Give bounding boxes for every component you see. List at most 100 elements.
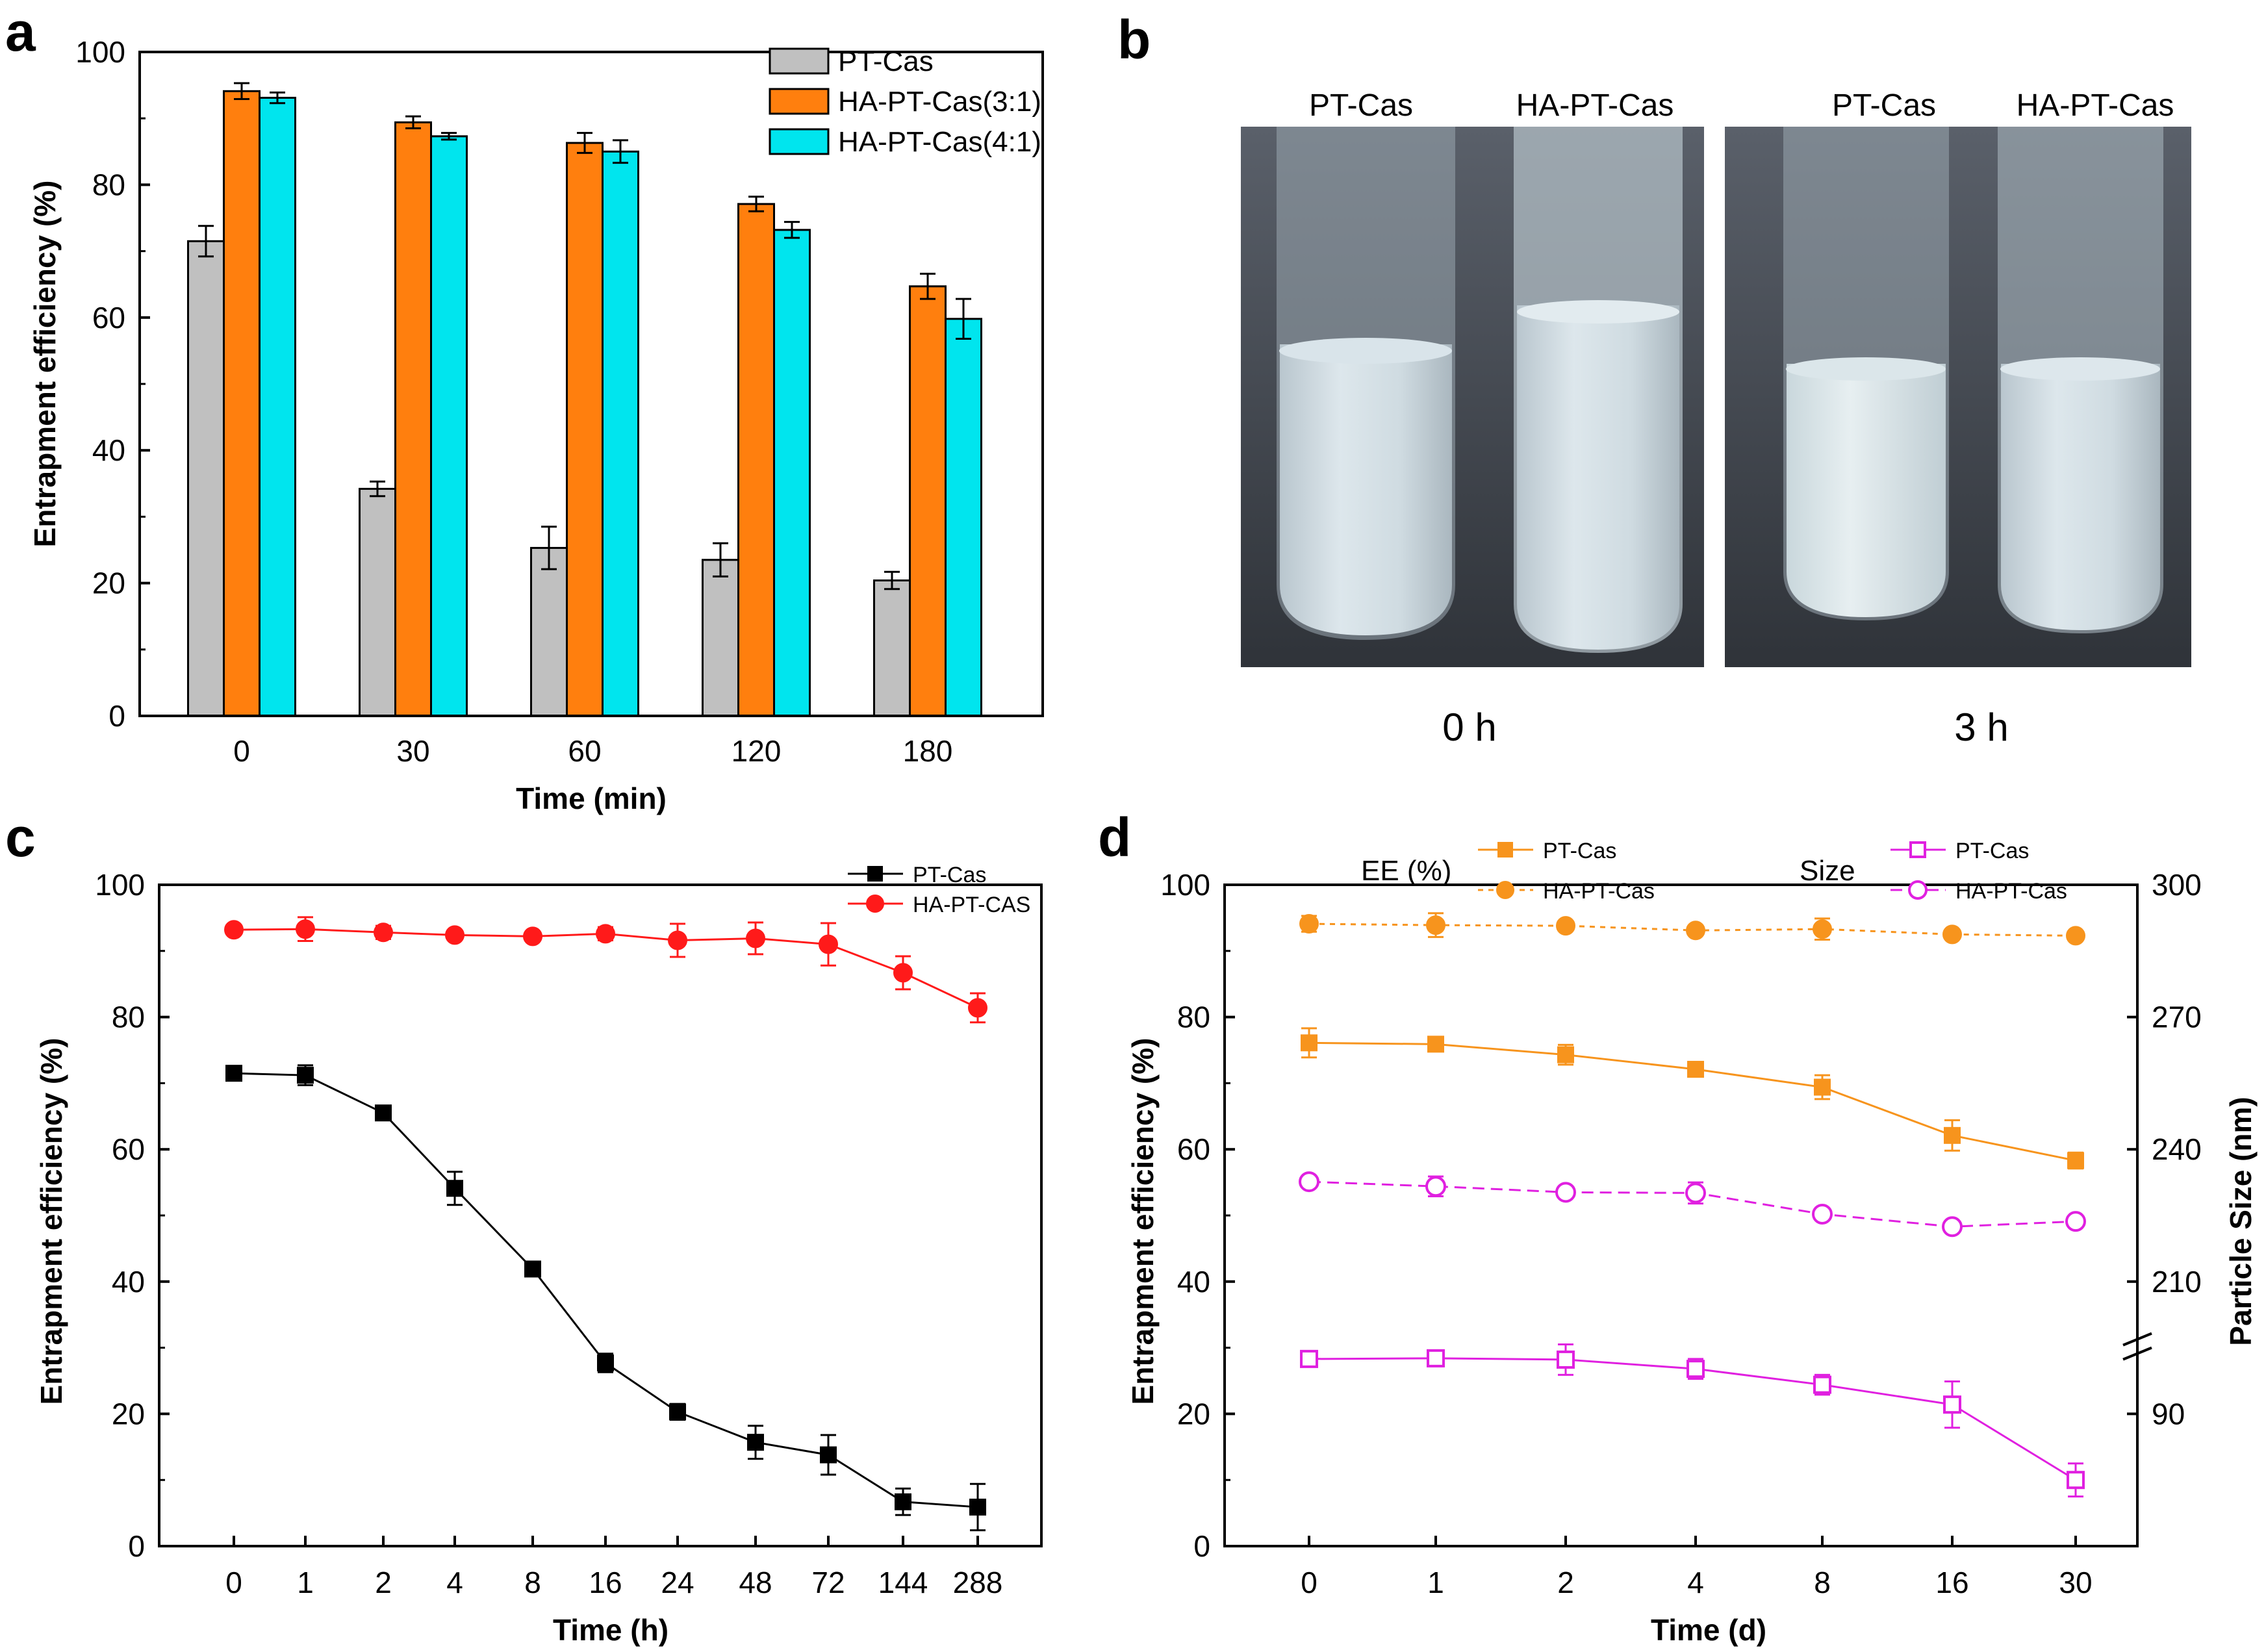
panel-label-a: a (5, 1, 36, 62)
panel-d-point (1555, 1182, 1576, 1203)
panel-c-ytick-label: 40 (112, 1265, 145, 1299)
panel-c-point (596, 924, 615, 944)
panel-d-ytick-label: 40 (1177, 1265, 1210, 1299)
panel-d-legend-label: PT-Cas (1543, 839, 1616, 863)
panel-a-xtick-label: 30 (396, 734, 429, 768)
panel-d-point (1425, 1176, 1446, 1197)
panel-d-ytick-label: 20 (1177, 1397, 1210, 1430)
panel-a-ytick-label: 100 (75, 35, 125, 69)
panel-c-xtick-label: 48 (739, 1566, 772, 1599)
panel-c-plot-frame (158, 883, 1043, 1547)
panel-c-point (820, 1446, 837, 1464)
panel-c-xtick-label: 72 (811, 1566, 845, 1599)
panel-d-point (2067, 1152, 2084, 1169)
panel-d-point (1427, 1349, 1445, 1367)
panel-a-bar (223, 90, 261, 717)
panel-a-ylabel: Entrapment efficiency (%) (28, 181, 62, 548)
panel-d-point (1557, 1046, 1574, 1063)
photo-tube-label-3: PT-Cas (1832, 88, 1936, 123)
panel-a-ytick-label: 20 (92, 566, 125, 600)
panel-d-xtick-label: 4 (1687, 1566, 1704, 1599)
panel-a-bar (873, 579, 911, 717)
panel-c-legend-label: HA-PT-CAS (913, 893, 1030, 917)
panel-d-point (1685, 1182, 1706, 1204)
panel-a-bar (187, 240, 225, 717)
panel-a-xtick-label: 180 (903, 734, 953, 768)
panel-d-point (1300, 1349, 1318, 1368)
panel-c-series-line (233, 1072, 978, 1508)
panel-c-xtick-label: 144 (878, 1566, 928, 1599)
panel-a-bar (702, 559, 739, 717)
panel-c-ytick-label: 100 (95, 868, 145, 902)
panel-d-point (1942, 924, 1962, 945)
tube-0h-pt-cas (1277, 127, 1455, 640)
panel-c-point (895, 1493, 911, 1510)
panel-d-y2tick-label: 90 (2152, 1397, 2185, 1430)
panel-d-point (1687, 1061, 1704, 1078)
tube-0h-ha-pt-cas (1514, 127, 1683, 653)
panel-c-ytick-label: 0 (128, 1529, 145, 1563)
panel-d-point (1426, 915, 1445, 935)
photo-tube-label-2: HA-PT-Cas (1516, 88, 1674, 123)
panel-c-ytick-label: 20 (112, 1397, 145, 1430)
panel-d-y2tick-label: 210 (2152, 1265, 2202, 1299)
panel-d-point (1812, 1203, 1833, 1225)
panel-d-legend-marker (1909, 841, 1926, 858)
panel-d-legend-title-ee: EE (%) (1361, 855, 1451, 887)
panel-d-y2tick-label: 300 (2152, 868, 2202, 902)
panel-c-xtick-label: 1 (297, 1566, 314, 1599)
tube-3h-ha-pt-cas (1998, 127, 2163, 633)
panel-c-xtick-label: 8 (524, 1566, 541, 1599)
panel-b-photo: PT-Cas HA-PT-Cas PT-Cas HA-PT-Cas 0 h 3 … (1241, 88, 2191, 749)
panel-a-ytick-label: 80 (92, 168, 125, 201)
panel-c-point (819, 934, 838, 954)
panel-d-ytick-label: 60 (1177, 1132, 1210, 1166)
panel-d-xtick-label: 0 (1301, 1566, 1318, 1599)
panel-c-legend-marker (867, 866, 883, 882)
panel-c-point (746, 928, 765, 948)
panel-c-xtick-label: 0 (225, 1566, 242, 1599)
panel-c-legend-marker (866, 895, 884, 913)
panel-d-ylabel: Entrapment efficiency (%) (1126, 1038, 1160, 1405)
panel-d-xtick-label: 16 (1935, 1566, 1968, 1599)
panel-d-legend-title-size: Size (1800, 855, 1855, 887)
panel-d-point (2066, 926, 2085, 946)
panel-c-ytick-label: 60 (112, 1132, 145, 1166)
photo-caption-0h: 0 h (1442, 705, 1496, 749)
panel-a-legend-label: PT-Cas (838, 45, 934, 77)
panel-c-xlabel: Time (h) (553, 1613, 668, 1647)
panel-d-y2tick-label: 270 (2152, 1000, 2202, 1034)
panel-d-legend-marker (1908, 880, 1928, 900)
panel-d-point (1686, 921, 1705, 941)
panel-d-point (1299, 1171, 1319, 1193)
panel-d-point (1301, 1034, 1318, 1052)
panel-a-legend-label: HA-PT-Cas(3:1) (838, 86, 1041, 118)
panel-d-legend-marker (1497, 842, 1513, 858)
panel-c-xtick-label: 4 (446, 1566, 463, 1599)
panel-c-line-chart: Entrapment efficiency (%) Time (h) 02040… (34, 863, 1043, 1647)
panel-a-plot-frame (138, 51, 1044, 717)
panel-c-xtick-label: 2 (375, 1566, 392, 1599)
panel-d-legend-label: HA-PT-Cas (1955, 879, 2067, 904)
panel-a-bar (530, 546, 568, 717)
panel-a-xtick-label: 60 (568, 734, 601, 768)
panel-a-xtick-label: 120 (732, 734, 782, 768)
panel-a-xlabel: Time (min) (516, 782, 667, 815)
panel-c-ylabel: Entrapment efficiency (%) (34, 1038, 68, 1405)
panel-d-xlabel: Time (d) (1651, 1613, 1766, 1647)
panel-c-point (446, 1180, 463, 1197)
panel-c-legend-label: PT-Cas (913, 863, 986, 887)
panel-c-point (445, 925, 465, 945)
panel-label-c: c (5, 807, 36, 868)
panel-a-bar (430, 135, 468, 717)
panel-d-xtick-label: 2 (1557, 1566, 1574, 1599)
tube-3h-pt-cas (1783, 127, 1949, 620)
panel-a-ytick-label: 40 (92, 433, 125, 467)
panel-d-point (1299, 914, 1319, 934)
panel-a-bar (566, 142, 604, 717)
panel-d-point (1814, 1078, 1831, 1096)
panel-c-point (668, 930, 687, 950)
panel-a-ytick-label: 60 (92, 301, 125, 335)
panel-c-point (524, 1260, 541, 1278)
